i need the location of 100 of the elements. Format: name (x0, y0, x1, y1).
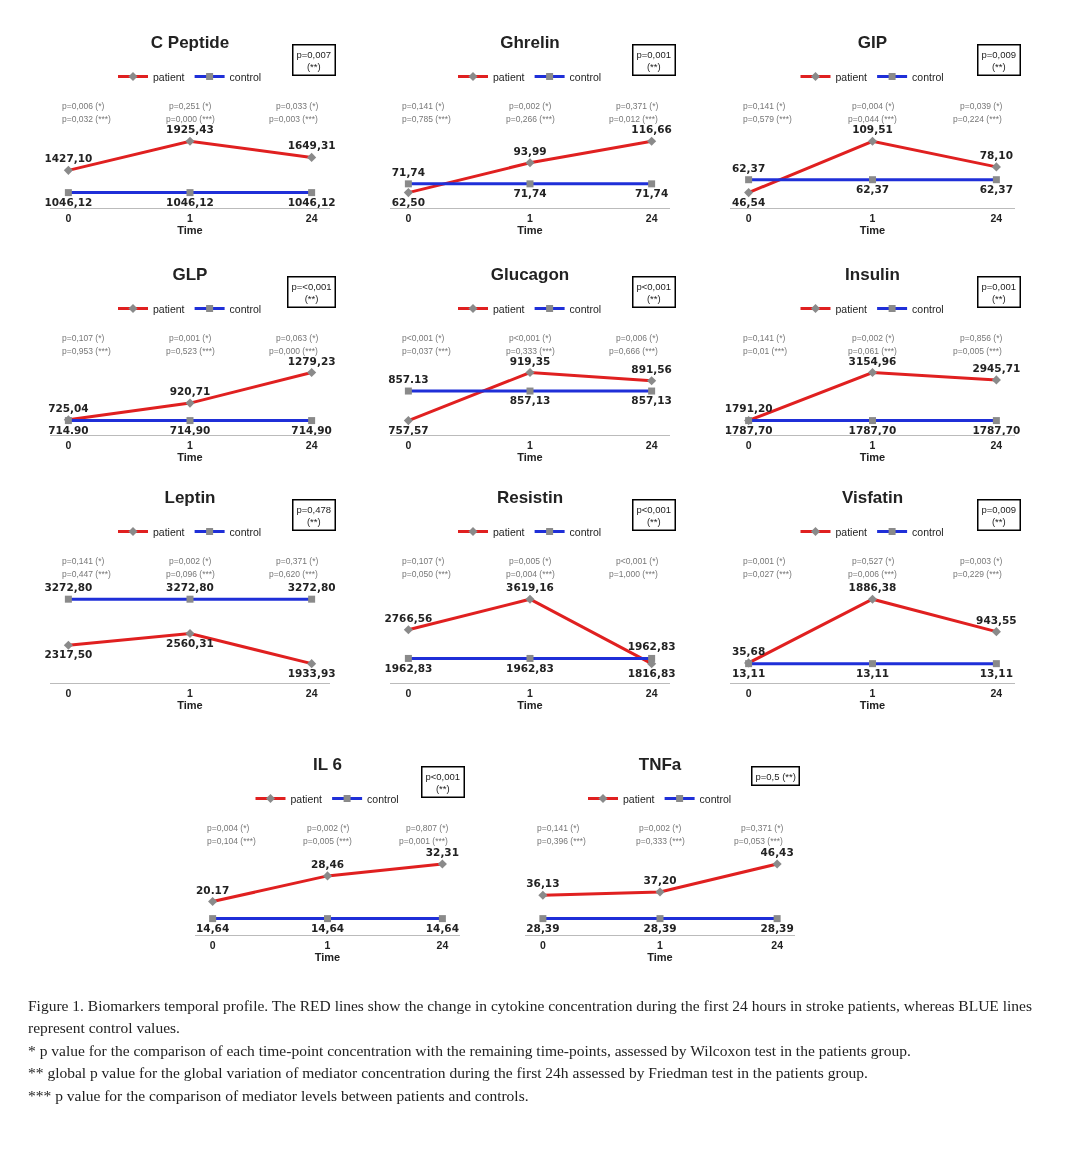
text: p=0,447 (***) (62, 569, 112, 579)
legend-label: control (229, 302, 262, 315)
text: p=0,000 (***) (269, 346, 319, 356)
text: p=0,002 (*) (509, 101, 552, 111)
legend-label: patient (835, 70, 868, 83)
data-label: 920,71 (169, 385, 211, 398)
data-label: 943,55 (976, 613, 1017, 626)
data-label: 46,54 (732, 195, 766, 208)
data-label: 1962,83 (627, 640, 676, 653)
text: * p value for the comparison of each time-point concentration with the remaining time-points, assessed by Wilcoxon test in the patients group. (28, 1040, 912, 1061)
legend-label: patient (835, 525, 868, 538)
x-tick-label: 24 (645, 438, 658, 451)
text: p=0,039 (*) (960, 101, 1003, 111)
text: p=0,141 (*) (743, 333, 786, 343)
x-axis-title: Time (859, 698, 886, 711)
data-label: 1787,70 (848, 423, 897, 436)
data-label: 71,74 (513, 187, 547, 200)
x-tick-label: 0 (745, 438, 752, 451)
x-tick-label: 24 (305, 438, 318, 451)
chart-title: Ghrelin (500, 32, 560, 52)
text: p=0,953 (***) (62, 346, 112, 356)
text: p=0,527 (*) (852, 556, 895, 566)
text: p=0,004 (*) (852, 101, 895, 111)
text: p=0,009 (**) (981, 503, 1017, 527)
data-label: 714,90 (291, 423, 332, 436)
text: p=0,229 (***) (953, 569, 1003, 579)
text: p=0,004 (***) (506, 569, 556, 579)
data-label: 20.17 (196, 883, 230, 896)
data-label: 28,39 (526, 921, 560, 934)
data-label: 14,64 (196, 921, 230, 934)
text: p<0,001 (**) (636, 503, 672, 527)
text: p=0,371 (*) (276, 556, 319, 566)
text: p=<0,001 (**) (291, 280, 332, 304)
text: p=0,5 (**) (755, 770, 796, 782)
legend-label: control (912, 525, 944, 538)
legend-label: control (569, 70, 602, 83)
text: p=0,523 (***) (166, 346, 216, 356)
x-tick-label: 24 (305, 686, 318, 699)
data-label: 1046,12 (287, 195, 336, 208)
x-tick-label: 24 (645, 686, 658, 699)
caption: Figure 1. Biomarkers temporal profile. The RED lines show the change in cytokine concentration during the first 24 hours in stroke patients, whereas BLUE lines represent control values. (28, 996, 1033, 1039)
x-tick-label: 0 (405, 438, 412, 451)
data-label: 1649,31 (287, 139, 336, 152)
legend-label: control (569, 525, 602, 538)
data-label: 71,74 (635, 187, 669, 200)
text: p=0,053 (***) (734, 836, 784, 846)
data-label: 1886,38 (848, 581, 897, 594)
data-label: 1046,12 (44, 195, 93, 208)
text: p=0,002 (*) (639, 823, 682, 833)
data-label: 714.90 (48, 423, 89, 436)
text: p=0,266 (***) (506, 114, 556, 124)
chart-title: Visfatin (841, 487, 904, 507)
x-axis-title: Time (859, 450, 886, 463)
data-label: 13,11 (855, 666, 890, 679)
data-label: 1046,12 (166, 195, 214, 208)
text: p=0,001 (***) (399, 836, 449, 846)
legend-label: patient (835, 302, 868, 315)
text: p=0,027 (***) (743, 569, 793, 579)
text: p=0,620 (***) (269, 569, 319, 579)
x-tick-label: 0 (209, 938, 216, 951)
text: p=0,061 (***) (848, 346, 898, 356)
text: p=0,007 (**) (296, 48, 332, 72)
text: p=0,001 (*) (743, 556, 786, 566)
text: p=0,371 (*) (616, 101, 659, 111)
data-label: 1787,70 (972, 423, 1021, 436)
data-label: 28,39 (643, 921, 677, 934)
text: p=0,141 (*) (743, 101, 786, 111)
x-tick-label: 1 (187, 438, 194, 451)
x-tick-label: 1 (527, 686, 534, 699)
data-label: 71,74 (391, 165, 425, 178)
x-tick-label: 24 (645, 211, 658, 224)
data-label: 28,46 (310, 857, 345, 870)
text: p=0,333 (***) (506, 346, 556, 356)
text: p=0,333 (***) (636, 836, 686, 846)
data-label: 1933,93 (287, 666, 336, 679)
data-label: 62,37 (855, 182, 890, 195)
chart-title: IL 6 (313, 754, 342, 774)
text: p=0,579 (***) (743, 114, 793, 124)
data-label: 857,13 (631, 394, 672, 407)
text: p=0,063 (*) (276, 333, 319, 343)
x-axis-title: Time (314, 950, 341, 963)
x-tick-label: 24 (990, 686, 1003, 699)
data-label: 2766,56 (384, 611, 433, 624)
text: p=0,104 (***) (207, 836, 257, 846)
data-label: 891,56 (631, 362, 672, 375)
text: p=0,005 (***) (953, 346, 1003, 356)
text: p=0,005 (*) (509, 556, 552, 566)
x-tick-label: 0 (539, 938, 546, 951)
text: p=0,785 (***) (402, 114, 452, 124)
x-tick-label: 0 (745, 686, 752, 699)
text: p=0,000 (***) (166, 114, 216, 124)
data-label: 35,68 (732, 644, 766, 657)
data-label: 2560,31 (166, 636, 214, 649)
data-label: 3272,80 (44, 581, 93, 594)
data-label: 62,37 (979, 182, 1013, 195)
data-label: 1962,83 (384, 661, 433, 674)
data-label: 62,37 (732, 161, 766, 174)
data-label: 13,11 (732, 666, 766, 679)
legend-label: patient (290, 792, 323, 805)
text: p=0,141 (*) (537, 823, 580, 833)
